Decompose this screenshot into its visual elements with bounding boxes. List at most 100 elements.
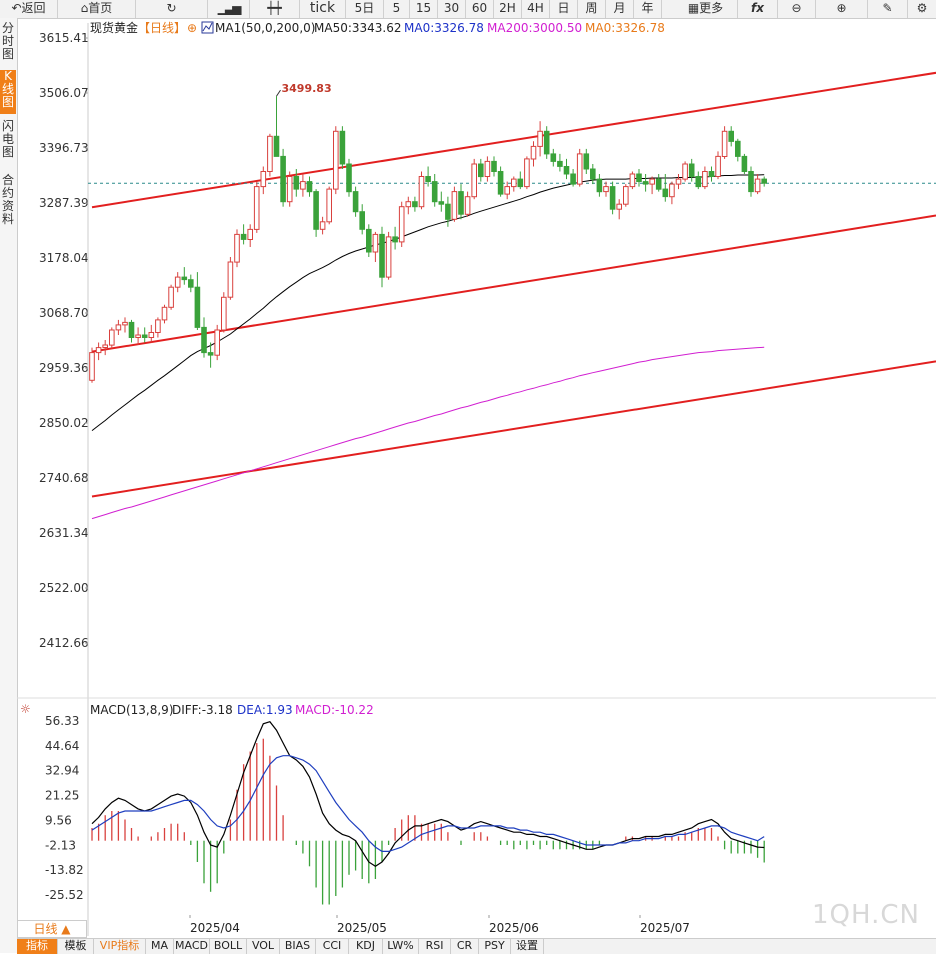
candle-body [642, 181, 649, 185]
candle-body [207, 352, 214, 356]
tab-flash[interactable]: 闪电图 [1, 119, 14, 159]
candle-type-button[interactable]: ┿┿ [250, 0, 300, 18]
candle-body [425, 176, 431, 182]
candle-body [451, 191, 458, 220]
period-button-2[interactable]: 15 [410, 0, 438, 18]
candle-body [537, 130, 543, 147]
period-button-3[interactable]: 30 [438, 0, 466, 18]
candle-body [458, 191, 464, 215]
zoom-out-icon: ⊖ [791, 1, 802, 15]
zoom-out-button[interactable]: ⊖ [778, 0, 816, 18]
candle-body [603, 186, 609, 193]
price-tick-label: 3287.39 [39, 196, 89, 210]
ma200-line [91, 346, 765, 520]
ma50-line [91, 174, 765, 431]
candle-body [306, 181, 313, 193]
candle-body [359, 211, 365, 230]
tab-contract-info[interactable]: 合约资料 [1, 173, 14, 226]
indicator-tab-2[interactable]: VIP指标 [94, 939, 146, 954]
indicator-tab-5[interactable]: BOLL [210, 939, 247, 954]
period-button-5[interactable]: 2H [494, 0, 522, 18]
candle-body [438, 201, 445, 205]
candle-body [280, 155, 286, 203]
indicator-tab-0[interactable]: 指标 [17, 939, 58, 954]
legend-ma50: MA50:3343.62 [314, 21, 402, 35]
draw-button[interactable]: ✎ [868, 0, 908, 18]
settings-button[interactable]: ⚙ [908, 0, 936, 18]
candle-body [682, 163, 688, 180]
macd-tick-label: 32.94 [45, 764, 79, 778]
macd-tick-label: 44.64 [45, 739, 79, 753]
macd-legend-diff: DIFF:-3.18 [172, 703, 233, 717]
price-legend: 现货黄金 【日线】 ⊕ MA1(50,0,200,0) MA50:3343.62… [90, 20, 665, 35]
candle-body [662, 188, 669, 198]
candle-body [669, 183, 675, 198]
back-button[interactable]: ↶返回 [0, 0, 58, 18]
tick-button[interactable]: tick [300, 0, 346, 18]
indicator-tab-14[interactable]: 设置 [511, 939, 544, 954]
candle-body [688, 163, 695, 178]
period-button-4[interactable]: 60 [466, 0, 494, 18]
period-button-6[interactable]: 4H [522, 0, 550, 18]
candle-body [273, 135, 280, 157]
candle-body [530, 145, 537, 160]
period-button-10[interactable]: 年 [634, 0, 662, 18]
watermark: 1QH.CN [812, 900, 920, 930]
indicator-tab-4[interactable]: MACD [174, 939, 210, 954]
macd-tick-label: 56.33 [45, 714, 79, 728]
grid-icon: ▦ [687, 1, 700, 15]
candle-body [188, 279, 194, 288]
price-tick-label: 2850.02 [39, 416, 89, 430]
candle-body [721, 130, 728, 158]
chart-area[interactable]: 现货黄金 【日线】 ⊕ MA1(50,0,200,0) MA50:3343.62… [17, 18, 936, 938]
indicator-tab-10[interactable]: LW% [383, 939, 419, 954]
candle-body [260, 171, 267, 188]
home-icon: ⌂ [80, 1, 89, 15]
candle-body [728, 130, 735, 142]
candle-body [379, 233, 385, 278]
more-button[interactable]: ▦更多 [674, 0, 738, 18]
candle-body [623, 186, 629, 205]
dea-line [91, 755, 765, 853]
candle-body [293, 176, 300, 190]
formula-button[interactable]: fx [738, 0, 778, 18]
candle-body [478, 163, 484, 178]
tab-kline[interactable]: K线图 [0, 70, 16, 114]
macd-tick-label: -2.13 [45, 838, 76, 852]
indicator-tab-9[interactable]: KDJ [349, 939, 383, 954]
high-annotation-label: 3499.83 [282, 82, 332, 95]
period-button-0[interactable]: 5日 [346, 0, 384, 18]
refresh-button[interactable]: ↻ [136, 0, 208, 18]
home-button[interactable]: ⌂首页 [58, 0, 136, 18]
candle-body [590, 168, 596, 180]
diff-line [91, 721, 765, 868]
candles-icon: ┿┿ [267, 1, 282, 15]
candle-body [155, 319, 161, 333]
period-button-1[interactable]: 5 [384, 0, 410, 18]
indicator-tab-6[interactable]: VOL [247, 939, 280, 954]
indicator-tab-3[interactable]: MA [146, 939, 174, 954]
candle-body [655, 178, 662, 190]
macd-tick-label: -13.82 [45, 863, 84, 877]
candle-body [141, 334, 148, 338]
candle-body [708, 171, 715, 177]
zoom-in-button[interactable]: ⊕ [816, 0, 868, 18]
tab-timeshare[interactable]: 分时图 [1, 21, 14, 61]
indicator-tab-12[interactable]: CR [451, 939, 479, 954]
candle-body [313, 191, 319, 230]
period-dropdown[interactable]: 日线 ▲ [17, 920, 87, 938]
indicator-tab-8[interactable]: CCI [316, 939, 349, 954]
indicator-tab-7[interactable]: BIAS [280, 939, 316, 954]
period-button-7[interactable]: 日 [550, 0, 578, 18]
x-tick-label: 2025/07 [640, 921, 690, 935]
candle-body [445, 203, 451, 220]
line-chart-button[interactable]: ▁▃▅ [208, 0, 250, 18]
period-button-9[interactable]: 月 [606, 0, 634, 18]
legend-ma0-a: MA0:3326.78 [404, 21, 484, 35]
indicator-tab-13[interactable]: PSY [479, 939, 511, 954]
legend-add-icon: ⊕ [187, 21, 197, 35]
indicator-tab-1[interactable]: 模板 [58, 939, 94, 954]
candle-body [286, 176, 293, 203]
indicator-tab-11[interactable]: RSI [419, 939, 451, 954]
period-button-8[interactable]: 周 [578, 0, 606, 18]
